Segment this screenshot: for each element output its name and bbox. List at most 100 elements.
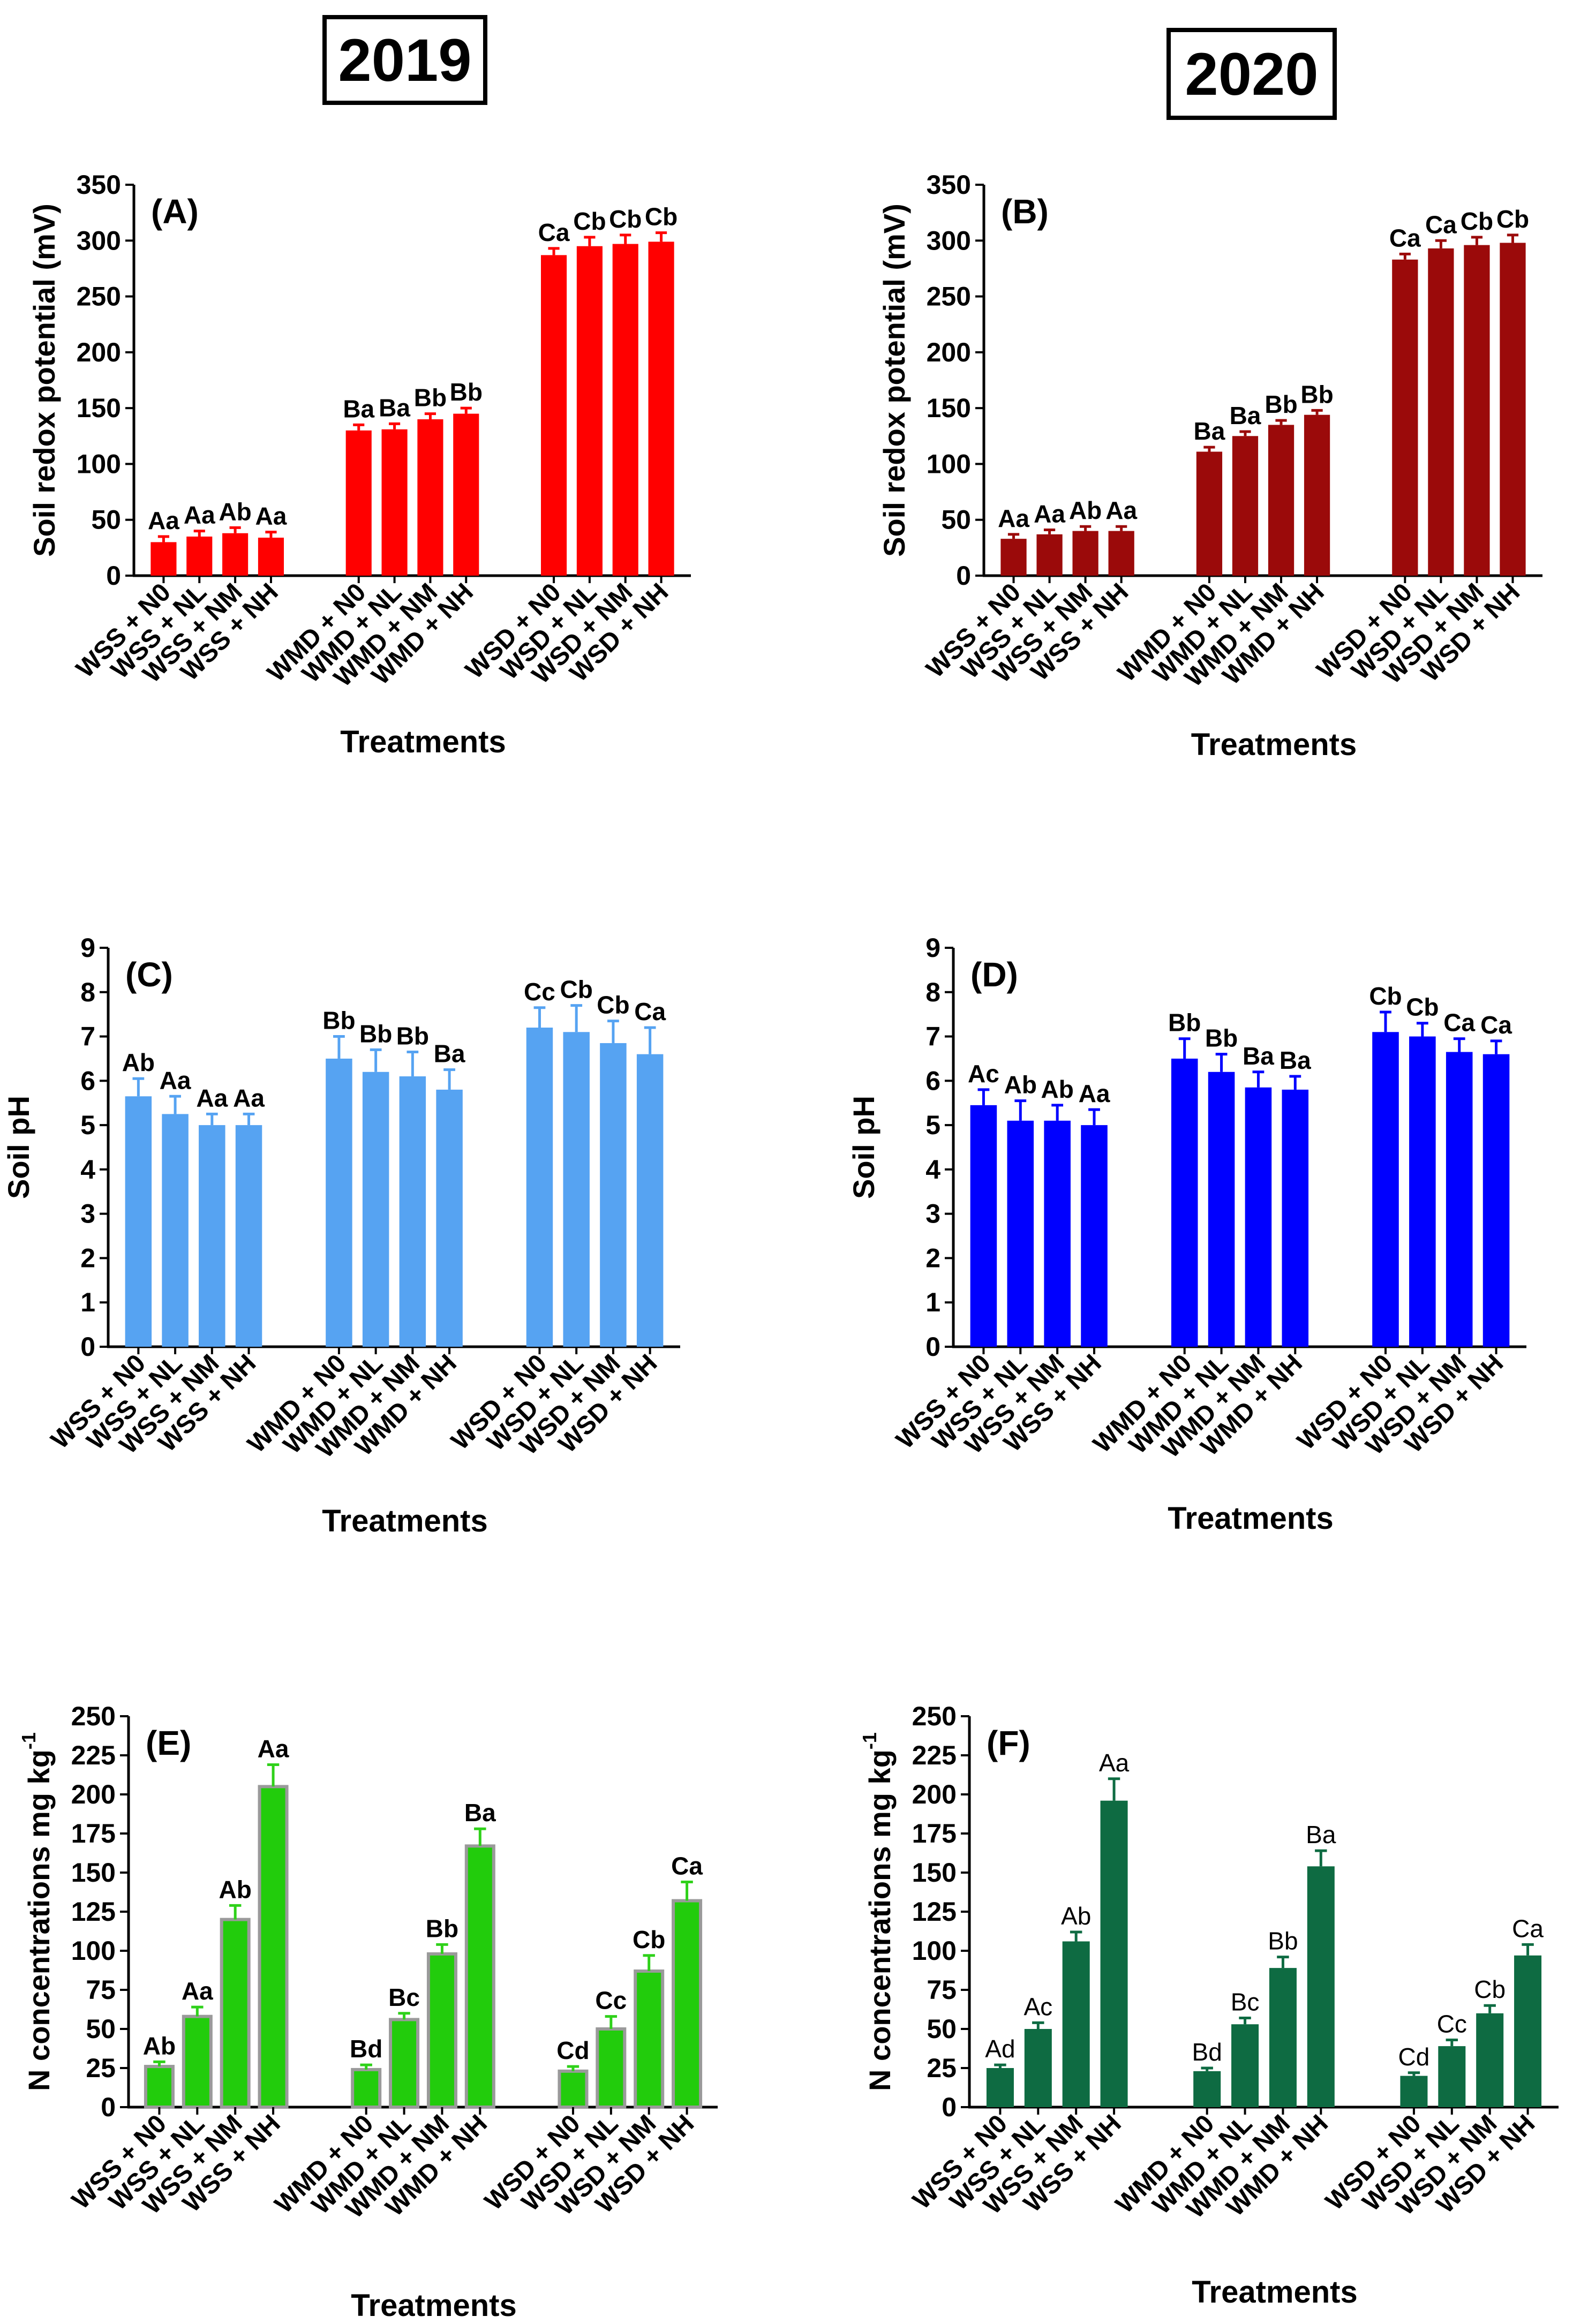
bar-group: Ba [1194,417,1225,576]
bar [1062,1941,1090,2107]
y-axis-label-superscript: -1 [859,1732,880,1749]
significance-letter: Bb [450,378,483,406]
bar [1268,425,1295,576]
y-tick-label: 1 [80,1287,95,1317]
significance-letter: Cb [633,1926,665,1953]
significance-letter: Ca [634,998,666,1025]
bar [162,1114,189,1347]
y-tick-label: 175 [912,1819,957,1848]
significance-letter: Bb [322,1007,355,1035]
bar-group: Ba [343,395,375,576]
bar [634,1969,665,2109]
y-tick-label: 7 [925,1022,940,1052]
bar-group: Bb [1300,380,1334,576]
bar-group: Bb [426,1914,458,2109]
y-tick-label: 250 [912,1701,957,1731]
bar [1007,1120,1034,1347]
significance-letter: Ad [985,2035,1015,2063]
bar-group: Ca [538,218,570,576]
y-tick-label: 8 [925,977,940,1007]
bar-group: Ba [434,1040,465,1347]
significance-letter: Ca [538,218,570,246]
significance-letter: Ba [1306,1821,1336,1848]
significance-letter: Bd [350,2035,382,2063]
bar-group: Cb [1406,993,1439,1347]
significance-letter: Bc [1231,1988,1260,2016]
significance-letter: Aa [1105,496,1137,524]
bar [1307,1866,1335,2107]
bar-group: Ba [1280,1046,1311,1347]
x-axis-title: Treatments [1192,2275,1357,2310]
bar-group: Bb [1268,1927,1298,2107]
bar-group: Aa [1034,500,1065,576]
bar-group: Ab [1061,1902,1091,2107]
bar [1428,248,1454,576]
bar [1193,2071,1221,2107]
y-tick-label: 225 [912,1740,957,1770]
significance-letter: Ab [1061,1902,1091,1930]
bar-group: Cb [1461,207,1493,576]
bar-group: Ab [1069,496,1102,576]
bar [540,255,567,576]
bar [1000,539,1027,576]
bar-group: Ca [1443,1009,1476,1347]
bar [1476,2013,1504,2107]
y-tick-label: 4 [80,1155,95,1184]
panel-label: (E) [146,1724,191,1762]
y-tick-label: 200 [912,1779,957,1809]
y-tick-label: 50 [86,2014,116,2044]
bar [1100,1800,1128,2107]
bar-group: Cb [560,976,593,1347]
bar [1464,245,1490,576]
bar [526,1028,553,1347]
significance-letter: Ba [464,1799,496,1827]
bar-group: Bc [388,1983,420,2109]
significance-letter: Cb [1369,982,1402,1010]
bar [1372,1032,1399,1347]
bar-group: Ad [985,2035,1015,2107]
bar [1409,1036,1436,1347]
y-tick-label: 5 [80,1110,95,1140]
bar [576,246,603,576]
bar-group: Ba [1306,1821,1336,2107]
bar [1072,531,1098,576]
bar-group: Bd [1192,2038,1222,2107]
y-axis-label: Soil pH [2,1096,35,1199]
bar-group: Cb [597,991,630,1347]
y-tick-label: 3 [925,1199,940,1229]
significance-letter: Ca [1425,210,1457,238]
significance-letter: Cb [1406,993,1439,1021]
y-tick-label: 50 [941,505,971,535]
y-tick-label: 75 [86,1975,116,2005]
bar [1108,531,1134,576]
x-axis-title: Treatments [322,1504,487,1538]
y-tick-label: 50 [91,505,121,535]
y-tick-label: 9 [925,933,940,963]
significance-letter: Aa [160,1066,191,1094]
significance-letter: Aa [255,502,287,530]
significance-letter: Ba [1230,402,1261,429]
bar-group: Ca [1389,224,1421,576]
y-tick-label: 25 [86,2053,116,2083]
y-tick-label: 300 [927,225,971,255]
bar [1446,1052,1473,1347]
significance-letter: Ab [1069,496,1102,524]
bar-group: Ab [1004,1071,1037,1347]
x-axis-title: Treatments [351,2288,516,2323]
significance-letter: Bb [1205,1024,1238,1052]
bar-group: Bb [1205,1024,1238,1347]
bar-group: Aa [148,507,179,576]
significance-letter: Bb [1265,390,1297,418]
y-tick-label: 0 [956,561,971,591]
bar-group: Bb [450,378,483,576]
bar-group: Cd [556,2036,590,2109]
bar-group: Aa [160,1066,191,1347]
bar [150,542,177,576]
bar-group: Ca [1512,1914,1544,2107]
bar [648,242,674,576]
significance-letter: Ab [219,1875,252,1903]
significance-letter: Ba [379,394,410,421]
bar [636,1054,664,1347]
panel-label: (A) [151,192,199,231]
y-tick-label: 100 [912,1936,957,1966]
